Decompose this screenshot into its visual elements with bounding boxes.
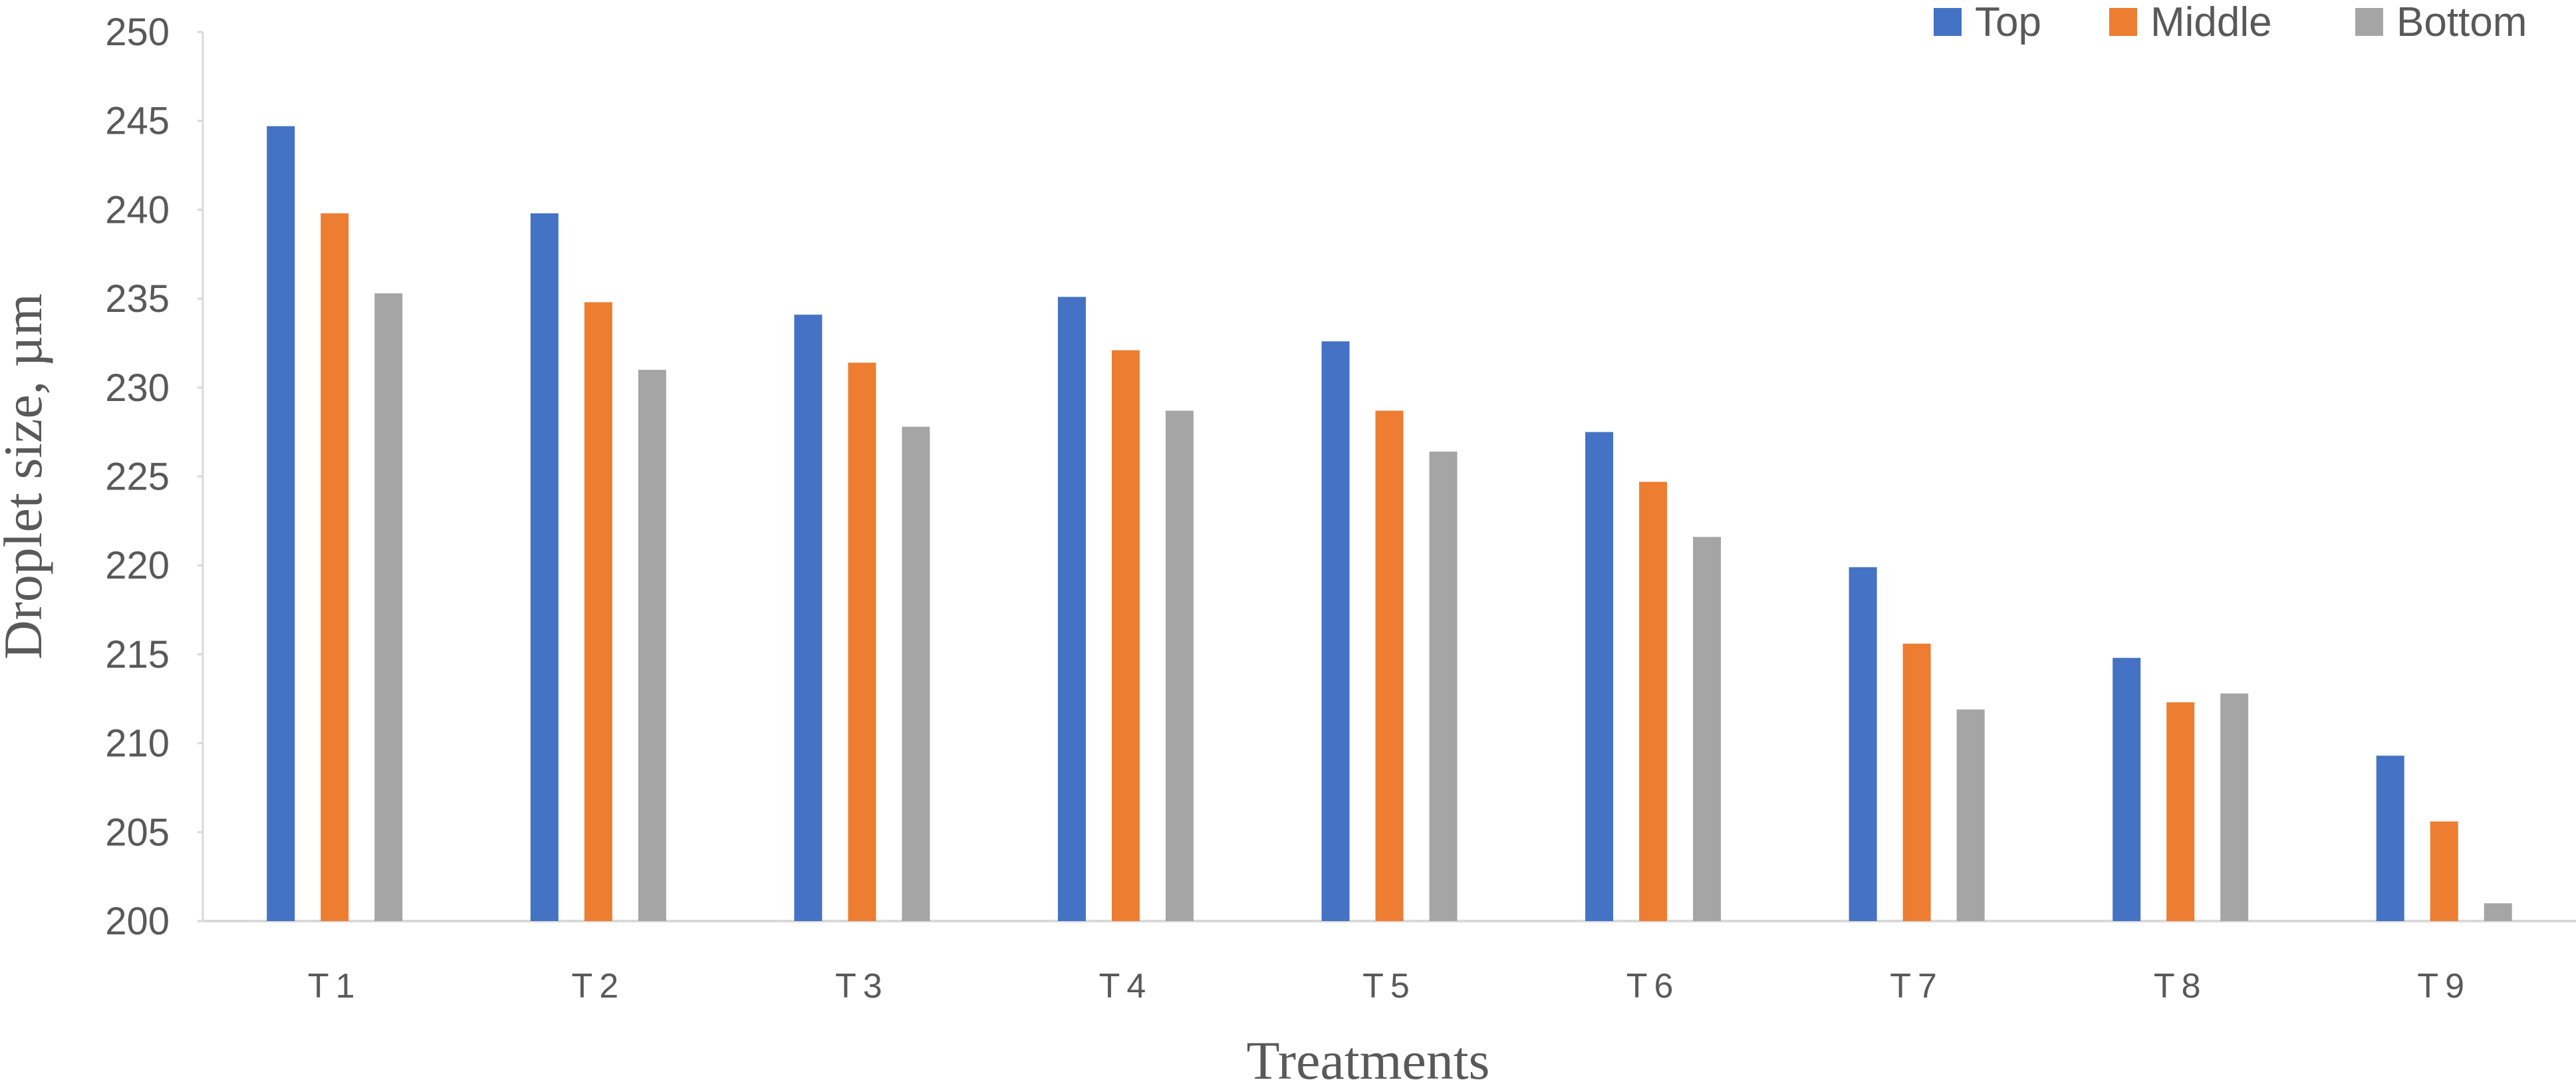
x-tick-label: T3: [835, 967, 889, 1006]
legend-label-top: Top: [1975, 0, 2041, 45]
bar-top-t2: [530, 213, 559, 921]
x-tick-label: T4: [1099, 967, 1153, 1006]
y-tick-label: 210: [105, 722, 170, 765]
bar-bottom-t4: [1165, 410, 1194, 921]
x-axis-title: Treatments: [1247, 1030, 1490, 1086]
y-tick-label: 245: [105, 100, 170, 143]
y-axis-title: Droplet size, µm: [0, 293, 53, 660]
bar-middle-t7: [1902, 643, 1931, 921]
x-tick-label: T1: [308, 967, 362, 1006]
y-axis: 200 205 210 215 220 225 230 235 240 245 250: [105, 11, 204, 943]
bar-top-t8: [2113, 658, 2141, 921]
bar-bottom-t6: [1693, 537, 1722, 921]
y-tick-label: 220: [105, 544, 170, 587]
bar-bottom-t1: [374, 293, 403, 921]
bar-bottom-t9: [2484, 903, 2512, 921]
bar-top-t9: [2376, 755, 2404, 921]
x-axis: T1 T2 T3 T4 T5 T6 T7 T8 T9: [203, 920, 2576, 1006]
bar-middle-t2: [584, 302, 612, 921]
bar-bottom-t2: [638, 370, 666, 921]
x-tick-label: T5: [1362, 967, 1416, 1006]
bar-middle-t6: [1639, 481, 1668, 921]
bar-top-t6: [1585, 432, 1614, 921]
bar-middle-t5: [1375, 410, 1404, 921]
bar-top-t7: [1849, 567, 1877, 921]
bar-middle-t3: [848, 362, 876, 921]
x-tick-label: T6: [1626, 967, 1680, 1006]
x-tick-label: T7: [1890, 967, 1944, 1006]
bars-group: [267, 126, 2512, 921]
legend-swatch-bottom: [2355, 8, 2383, 36]
bar-middle-t8: [2166, 702, 2195, 921]
legend-label-bottom: Bottom: [2396, 0, 2527, 45]
bar-bottom-t7: [1956, 709, 1985, 921]
legend: Top Middle Bottom: [1934, 0, 2527, 45]
x-tick-label: T8: [2154, 967, 2208, 1006]
bar-bottom-t8: [2220, 693, 2249, 921]
bar-middle-t9: [2430, 821, 2458, 921]
y-tick-label: 200: [105, 900, 170, 943]
y-tick-label: 250: [105, 11, 170, 54]
x-tick-label: T9: [2417, 967, 2471, 1006]
bar-top-t1: [267, 126, 295, 921]
legend-label-middle: Middle: [2150, 0, 2272, 45]
bar-top-t3: [794, 315, 823, 921]
bar-middle-t1: [321, 213, 349, 921]
x-tick-label: T2: [571, 967, 625, 1006]
y-tick-label: 205: [105, 811, 170, 854]
legend-swatch-middle: [2109, 8, 2137, 36]
y-tick-label: 235: [105, 277, 170, 321]
y-tick-label: 230: [105, 366, 170, 410]
y-tick-label: 215: [105, 633, 170, 676]
bar-top-t5: [1321, 341, 1350, 921]
y-tick-label: 225: [105, 456, 170, 499]
y-tick-label: 240: [105, 188, 170, 231]
bar-bottom-t3: [902, 426, 930, 921]
legend-swatch-top: [1934, 8, 1962, 36]
bar-bottom-t5: [1429, 452, 1458, 921]
bar-middle-t4: [1111, 350, 1140, 921]
bar-top-t4: [1057, 297, 1086, 921]
